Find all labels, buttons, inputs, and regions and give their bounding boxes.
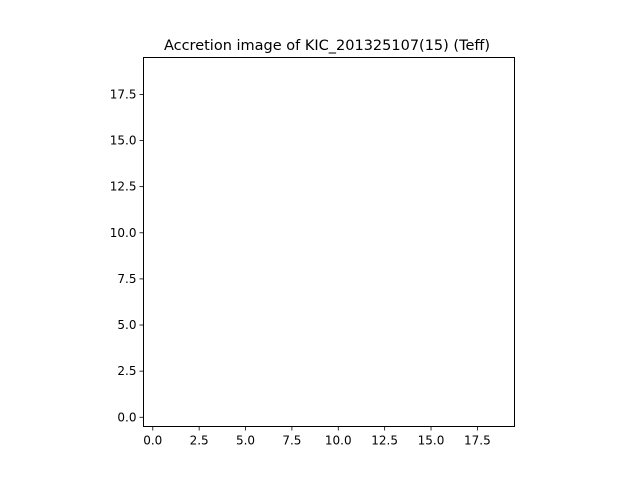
y-tick-label: 2.5: [117, 364, 136, 378]
x-tick-label: 10.0: [325, 434, 352, 448]
y-tick-label: 10.0: [110, 226, 137, 240]
x-tick-label: 0.0: [143, 434, 162, 448]
chart-title: Accretion image of KIC_201325107(15) (Te…: [164, 38, 490, 54]
y-tick-label: 17.5: [110, 87, 137, 101]
x-tick-label: 7.5: [282, 434, 301, 448]
y-tick-label: 7.5: [117, 272, 136, 286]
y-tick-label: 12.5: [110, 180, 137, 194]
x-tick-label: 15.0: [418, 434, 445, 448]
y-tick-label: 5.0: [117, 318, 136, 332]
x-tick-label: 12.5: [371, 434, 398, 448]
axes-frame: [143, 57, 515, 427]
x-tick-label: 2.5: [190, 434, 209, 448]
x-axis: 0.0 2.5 5.0 7.5 10.0 12.5 15.0 17.5: [143, 426, 491, 448]
y-tick-label: 15.0: [110, 134, 137, 148]
y-tick-label: 0.0: [117, 410, 136, 424]
y-axis: 0.0 2.5 5.0 7.5 10.0 12.5 15.0 17.5: [110, 87, 144, 424]
x-tick-label: 5.0: [236, 434, 255, 448]
x-tick-label: 17.5: [464, 434, 491, 448]
